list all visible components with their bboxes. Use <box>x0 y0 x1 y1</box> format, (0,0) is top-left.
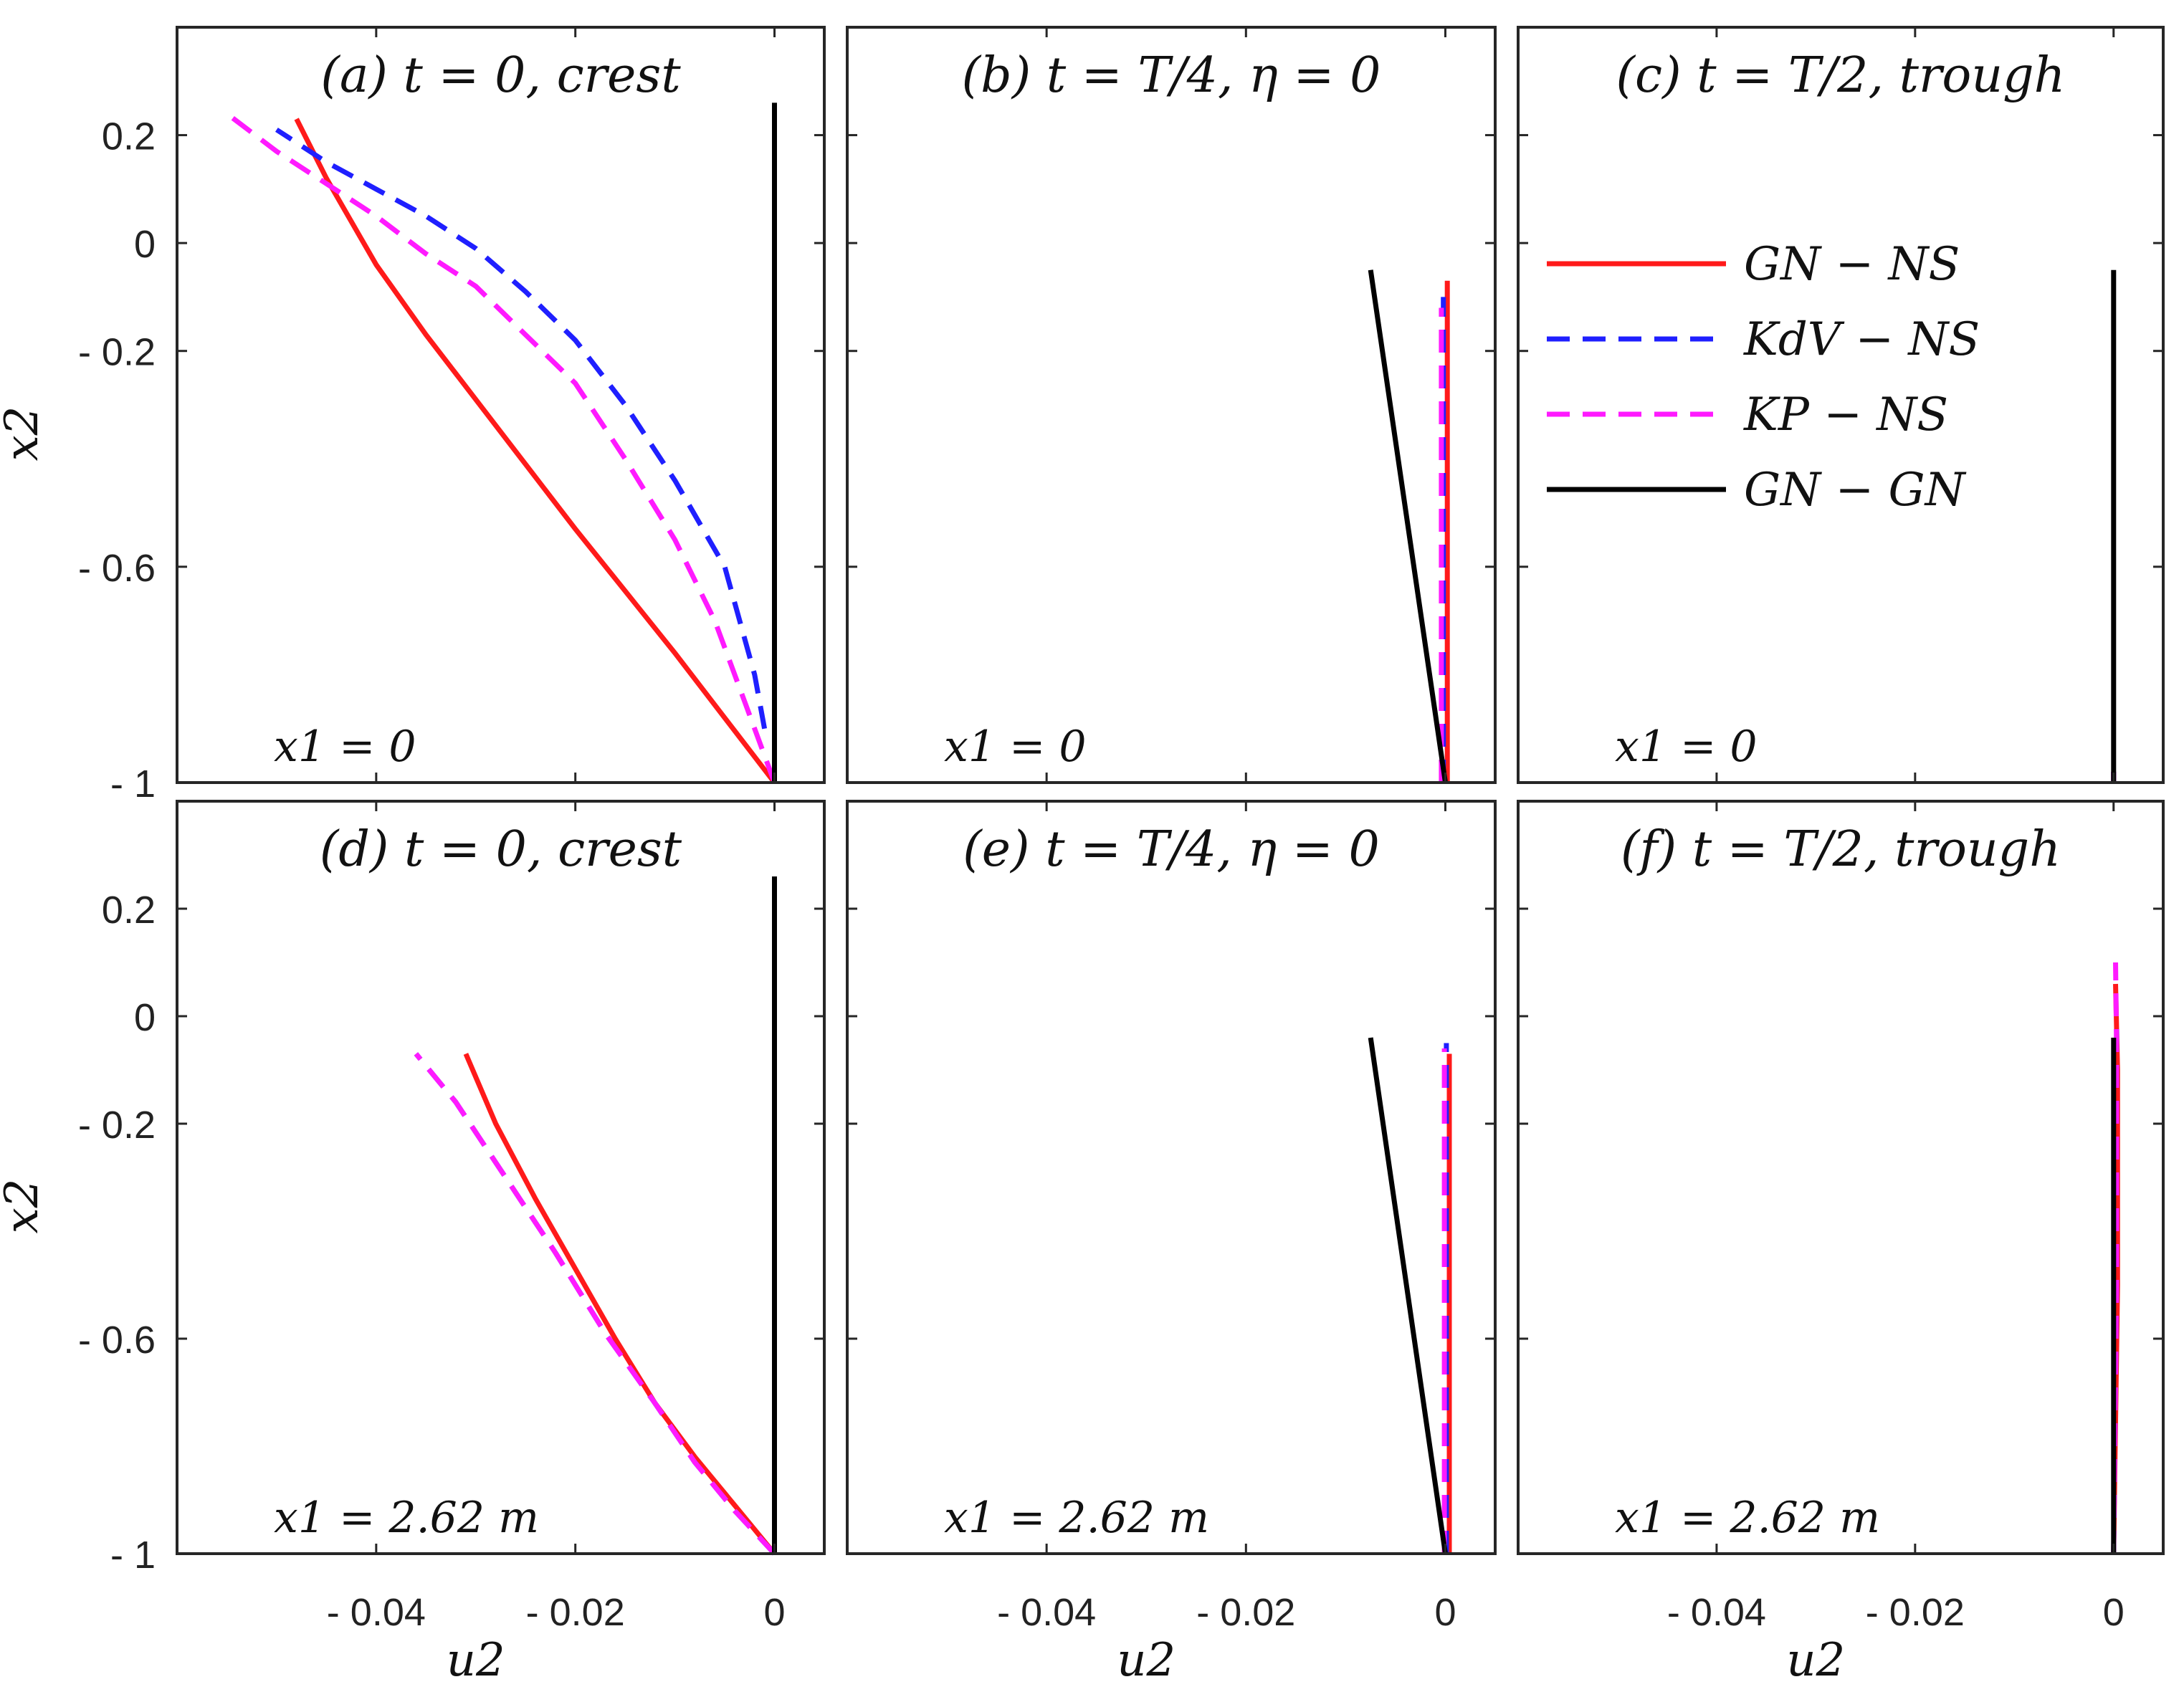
y-tick-label: 0 <box>134 996 156 1039</box>
y-axis-label: x2 <box>0 406 49 462</box>
panel-a: 0.2 0 - 0.2 - 0.6 - 1 (a) t = 0, crest x1 = 0 x… <box>0 26 826 806</box>
y-tick-label: - 0.6 <box>78 547 156 590</box>
y-tick-label: - 0.2 <box>78 1104 156 1147</box>
legend-label: KP − NS <box>1743 388 1948 441</box>
y-axis-label: x2 <box>0 1179 49 1234</box>
panel-frame <box>1517 800 2165 1555</box>
x-axis-label: u2 <box>1117 1634 1176 1687</box>
x-tick-label: - 0.02 <box>1196 1591 1295 1634</box>
panel-f: - 0.04 - 0.02 0 (f) t = T/2, trough x1 = 2.6… <box>1517 800 2165 1687</box>
series-line-gn-gn <box>1368 269 1448 783</box>
x-tick-label: - 0.04 <box>1667 1591 1766 1634</box>
y-tick-label: - 0.2 <box>78 331 156 374</box>
panel-title: (f) t = T/2, trough <box>1621 821 2061 878</box>
panel-annotation: x1 = 0 <box>274 722 416 772</box>
panel-d: - 0.04 - 0.02 0 0.2 0 - 0.2 - 0.6 - 1 (d) t = 0,… <box>0 800 826 1687</box>
panel-title: (a) t = 0, crest <box>320 47 681 104</box>
y-tick-label: - 0.6 <box>78 1319 156 1362</box>
x-tick-label: 0 <box>2103 1591 2125 1634</box>
panel-title: (b) t = T/4, η = 0 <box>962 47 1381 104</box>
legend-entry-gn-gn: GN − GN <box>1547 464 1967 517</box>
panel-frame <box>176 26 826 784</box>
y-tick-label: 0.2 <box>102 115 156 158</box>
legend-entry-gn-ns: GN − NS <box>1547 238 1960 291</box>
x-axis-label: u2 <box>447 1634 505 1687</box>
panel-frame <box>176 800 826 1555</box>
series-line-kp-ns <box>2111 962 2119 1554</box>
y-tick-label: 0 <box>134 223 156 266</box>
series-line-kp-ns <box>414 1052 777 1556</box>
series-line-gn-ns <box>463 1053 777 1556</box>
panel-c: (c) t = T/2, trough x1 = 0 <box>1517 26 2165 784</box>
panel-frame <box>1517 26 2165 784</box>
panel-frame <box>846 800 1497 1555</box>
legend-entry-kp-ns: KP − NS <box>1547 388 1948 441</box>
x-tick-label: - 0.02 <box>526 1591 625 1634</box>
legend-label: GN − NS <box>1744 238 1960 291</box>
panel-title: (d) t = 0, crest <box>320 821 682 878</box>
x-tick-label: 0 <box>1434 1591 1456 1634</box>
series-line-gn-ns <box>294 118 777 785</box>
x-tick-label: - 0.04 <box>997 1591 1096 1634</box>
y-tick-label: - 1 <box>110 1534 156 1577</box>
panel-title: (c) t = T/2, trough <box>1616 47 2066 104</box>
series-line-gn-gn <box>1368 1037 1448 1554</box>
y-tick-label: 0.2 <box>102 889 156 932</box>
panel-annotation: x1 = 0 <box>1615 722 1758 772</box>
legend-label: KdV − NS <box>1743 313 1980 366</box>
x-axis-label: u2 <box>1786 1634 1845 1687</box>
legend: GN − NS KdV − NS KP − NS GN − GN <box>1547 238 1980 517</box>
panel-annotation: x1 = 2.62 m <box>944 1493 1209 1543</box>
panel-e: - 0.04 - 0.02 0 (e) t = T/4, η = 0 x1 = 2.62… <box>846 800 1497 1687</box>
x-tick-label: - 0.04 <box>327 1591 426 1634</box>
series-line-kdv-ns <box>275 128 768 730</box>
panel-title: (e) t = T/4, η = 0 <box>963 821 1379 878</box>
x-tick-label: - 0.02 <box>1866 1591 1965 1634</box>
legend-entry-kdv-ns: KdV − NS <box>1547 313 1980 366</box>
panel-annotation: x1 = 0 <box>944 722 1087 772</box>
panel-b: (b) t = T/4, η = 0 x1 = 0 <box>846 26 1497 784</box>
y-tick-label: - 1 <box>110 763 156 806</box>
panel-annotation: x1 = 2.62 m <box>274 1493 539 1543</box>
legend-label: GN − GN <box>1744 464 1967 517</box>
series-line-kp-ns <box>225 111 777 784</box>
panel-frame <box>846 26 1497 784</box>
panel-annotation: x1 = 2.62 m <box>1615 1493 1880 1543</box>
x-tick-label: 0 <box>764 1591 786 1634</box>
panels: 0.2 0 - 0.2 - 0.6 - 1 (a) t = 0, crest x1 = 0 x… <box>0 26 2165 1687</box>
